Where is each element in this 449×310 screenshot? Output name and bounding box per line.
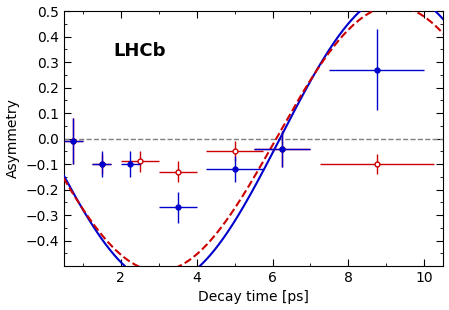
Text: LHCb: LHCb [113,42,166,60]
Y-axis label: Asymmetry: Asymmetry [5,99,20,179]
X-axis label: Decay time [ps]: Decay time [ps] [198,290,309,304]
